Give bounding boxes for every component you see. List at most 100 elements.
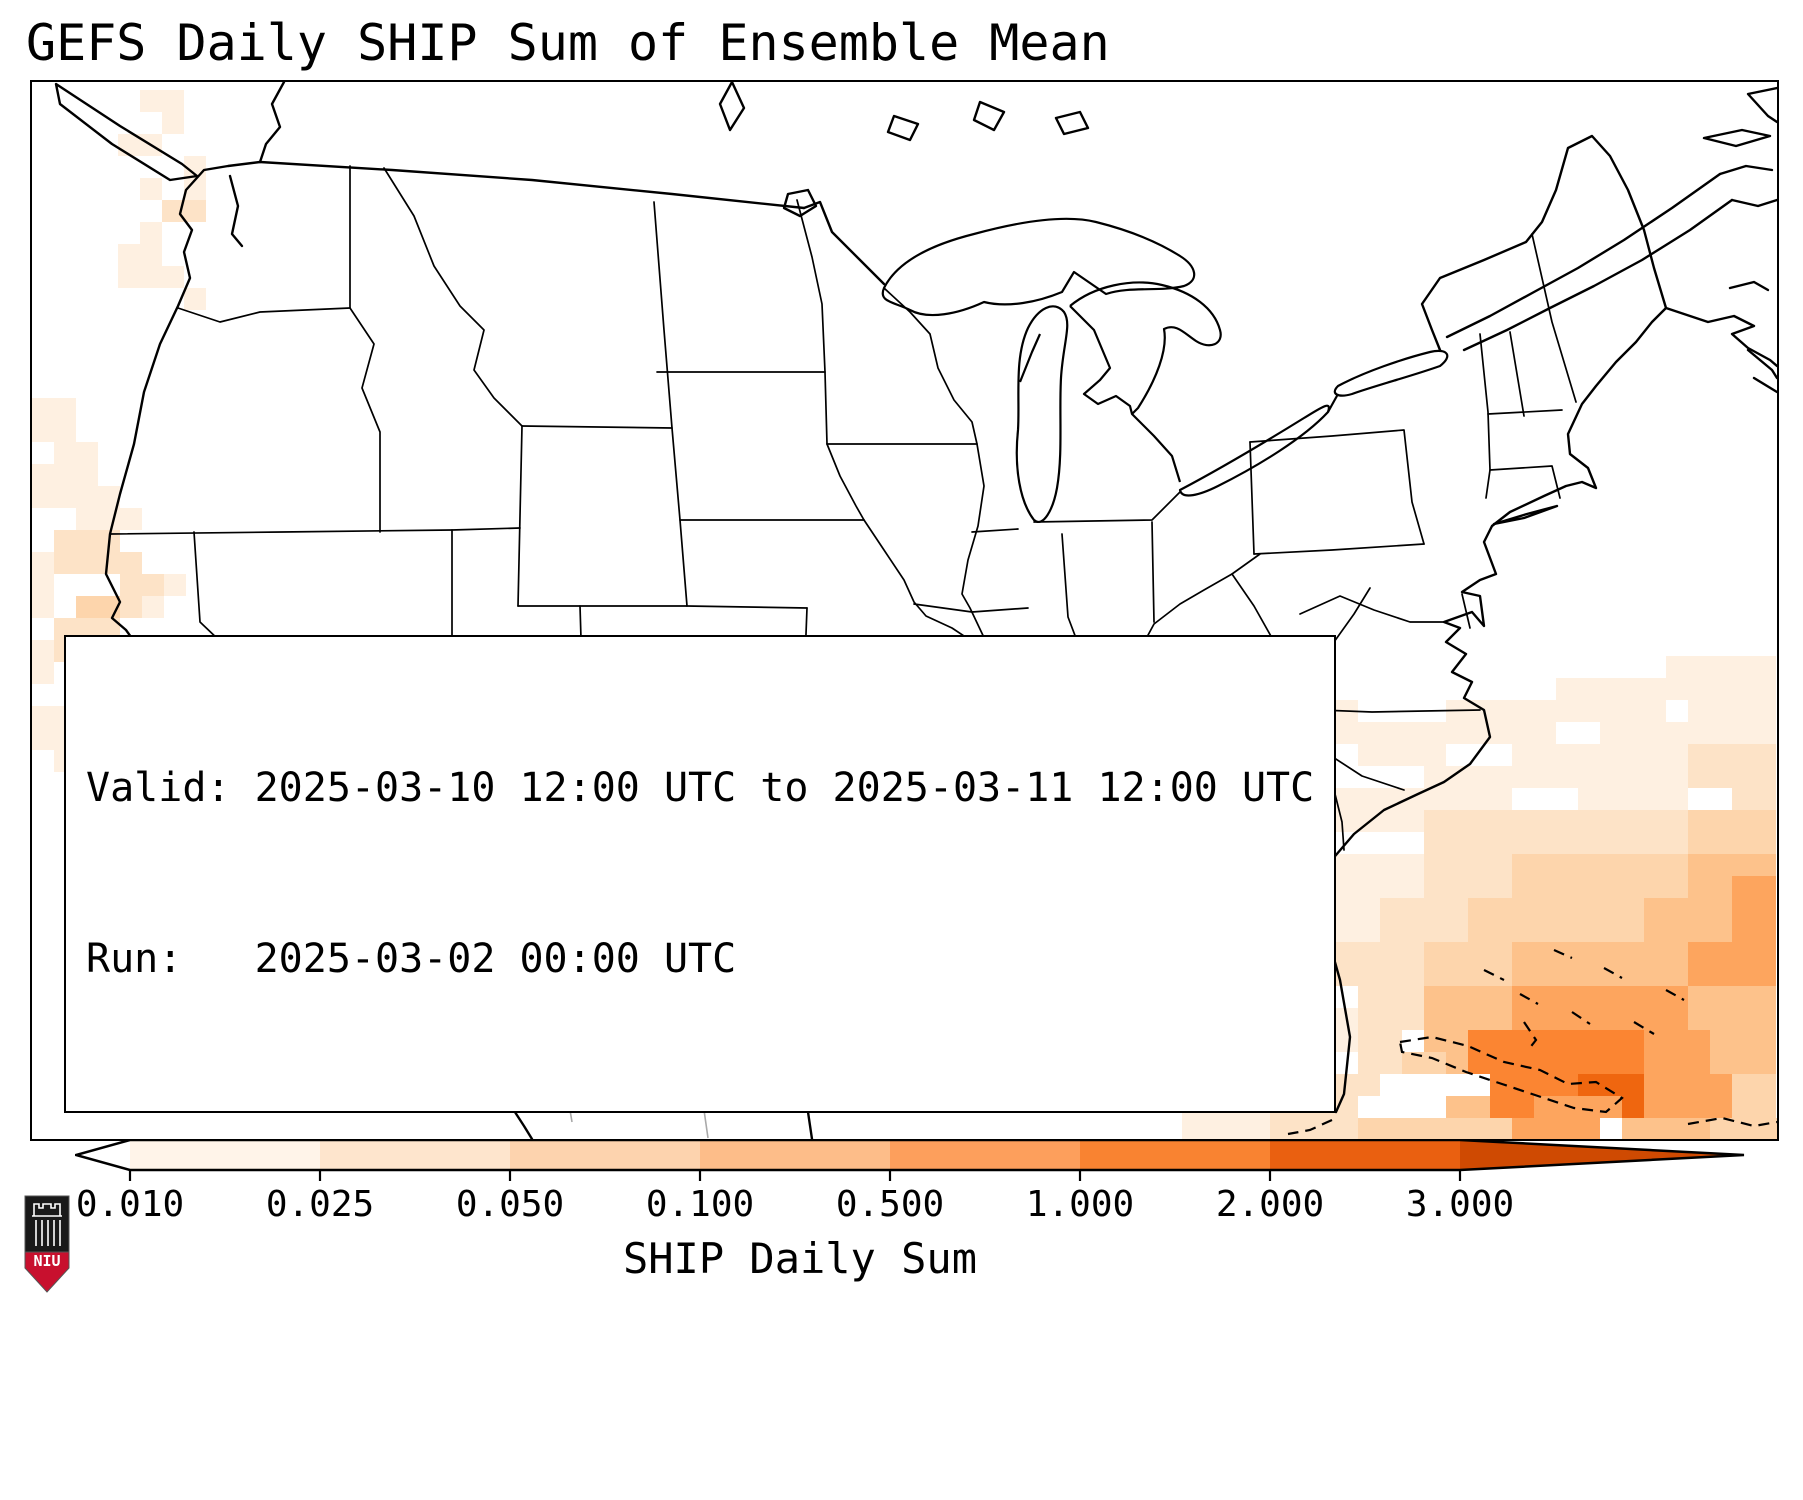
ship-cell: [1622, 854, 1688, 898]
ship-cell: [1424, 942, 1512, 986]
ship-cell: [1468, 898, 1556, 942]
colorbar-segment: [700, 1140, 890, 1170]
ship-cell: [1600, 722, 1688, 766]
info-box: Valid: 2025-03-10 12:00 UTC to 2025-03-1…: [64, 634, 1337, 1113]
ship-cell: [32, 552, 54, 618]
colorbar-tick-label: 0.010: [75, 1184, 185, 1225]
ship-cell: [1424, 854, 1512, 898]
ship-cell: [1556, 678, 1666, 722]
ship-cell: [1380, 898, 1468, 942]
ship-cell: [184, 288, 206, 310]
ship-cell: [1732, 876, 1776, 920]
colorbar-tick-label: 0.500: [835, 1184, 945, 1225]
colorbar-ticks: [128, 1170, 1462, 1181]
plot-title: GEFS Daily SHIP Sum of Ensemble Mean: [26, 14, 1110, 72]
ship-cell: [1512, 986, 1600, 1030]
ship-cell: [1600, 810, 1688, 854]
ship-cell: [1710, 1030, 1776, 1074]
ship-cell: [1402, 1052, 1446, 1074]
colorbar-segment: [1270, 1140, 1460, 1170]
colorbar-tick-label: 1.000: [1025, 1184, 1135, 1225]
colorbar-segment: [1080, 1140, 1270, 1170]
ship-cell: [1512, 1118, 1600, 1139]
ship-cell: [1710, 1118, 1777, 1139]
colorbar-segments: [130, 1140, 1460, 1170]
ship-cell: [1732, 766, 1776, 810]
ship-cell: [162, 200, 206, 222]
ship-cell: [1534, 1096, 1622, 1118]
colorbar-tick-label: 3.000: [1405, 1184, 1515, 1225]
ship-cell: [164, 574, 186, 596]
ship-cell: [32, 398, 76, 442]
ship-cell: [142, 596, 164, 618]
ship-cell: [54, 442, 98, 464]
niu-castle-icon: [32, 1204, 62, 1246]
ship-cell: [1446, 1096, 1490, 1118]
ship-cell: [1512, 854, 1622, 898]
colorbar-tick-label: 0.025: [265, 1184, 375, 1225]
caribbean-islands-outline: [1288, 950, 1777, 1134]
ship-cell: [1578, 766, 1688, 810]
colorbar-tick-label: 2.000: [1215, 1184, 1325, 1225]
colorbar-over-arrow: [1460, 1140, 1744, 1170]
niu-shield-banner: [25, 1252, 69, 1292]
ship-cell: [1556, 898, 1644, 942]
ship-cell: [76, 596, 120, 618]
ship-cell: [1688, 942, 1776, 986]
great-lakes-outline: [883, 219, 1448, 522]
colorbar-tick-labels: 0.010 0.025 0.050 0.100 0.500 1.000 2.000 3.000: [75, 1184, 1745, 1228]
niu-logo-text: NIU: [33, 1252, 60, 1270]
ship-cell: [1336, 942, 1424, 986]
ship-cell: [1358, 1118, 1446, 1139]
colorbar-label: SHIP Daily Sum: [622, 1234, 977, 1283]
ship-cell: [1688, 986, 1776, 1030]
valid-text: Valid: 2025-03-10 12:00 UTC to 2025-03-1…: [86, 765, 1315, 812]
colorbar-segment: [320, 1140, 510, 1170]
ship-cell: [1600, 942, 1688, 986]
ship-cell: [1644, 898, 1732, 942]
colorbar-svg: [75, 1139, 1745, 1181]
colorbar-tick-label: 0.100: [645, 1184, 755, 1225]
ship-cell: [1358, 986, 1424, 1030]
ship-cell: [1424, 986, 1512, 1030]
ship-cell: [1732, 1074, 1776, 1118]
ship-cell: [98, 552, 142, 574]
ship-cell: [162, 266, 184, 288]
ship-cell: [32, 640, 54, 684]
colorbar-segment: [510, 1140, 700, 1170]
ship-cell: [1732, 678, 1776, 722]
ship-cell: [1424, 810, 1512, 854]
ship-cell: [1358, 1030, 1402, 1074]
ship-cell: [1622, 1118, 1710, 1139]
map-canvas: Valid: 2025-03-10 12:00 UTC to 2025-03-1…: [30, 80, 1779, 1141]
colorbar-segment: [130, 1140, 320, 1170]
ship-cell: [118, 134, 162, 156]
ship-cell: [1446, 700, 1556, 744]
ship-cell: [140, 178, 162, 200]
colorbar: [75, 1139, 1745, 1183]
colorbar-tick-label: 0.050: [455, 1184, 565, 1225]
ship-cell: [1358, 722, 1446, 766]
ship-cell: [1600, 986, 1688, 1030]
ship-cell: [1468, 1030, 1556, 1074]
ship-cell: [1336, 1074, 1380, 1096]
ship-cell: [1336, 788, 1424, 832]
ship-cell: [1336, 854, 1424, 898]
ship-cell: [162, 112, 184, 134]
ship-cell: [140, 90, 184, 112]
ship-cell: [1644, 1074, 1732, 1118]
niu-logo: NIU: [22, 1194, 72, 1294]
ship-cell: [1512, 942, 1600, 986]
ship-cell: [1644, 1030, 1710, 1074]
ship-cell: [1446, 1118, 1512, 1139]
ship-cell: [184, 156, 206, 200]
run-text: Run: 2025-03-02 00:00 UTC: [86, 935, 737, 982]
ship-cell: [1556, 1030, 1644, 1074]
colorbar-under-arrow: [76, 1140, 130, 1170]
colorbar-segment: [890, 1140, 1080, 1170]
ship-cell: [1512, 810, 1600, 854]
ship-cell: [120, 508, 142, 530]
ship-cell: [118, 244, 162, 288]
ship-cell: [1424, 766, 1512, 810]
ship-cell: [140, 222, 162, 244]
